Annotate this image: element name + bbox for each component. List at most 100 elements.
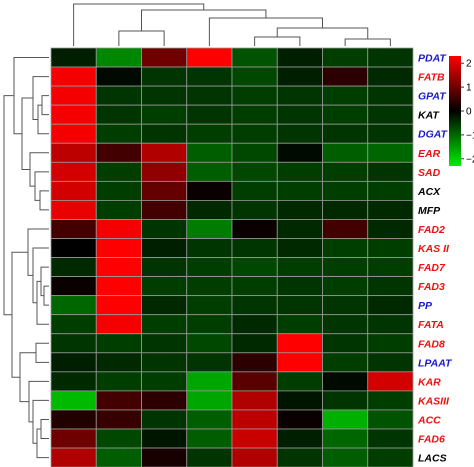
row-labels: PDAT FATB GPAT KAT DGAT EAR SAD ACX MFP FAD2 KAS I… [417, 53, 453, 465]
heatmap-cell [95, 238, 142, 258]
heatmap-cell [322, 123, 369, 144]
heatmap-cell [367, 276, 414, 297]
heatmap-cell [95, 352, 142, 373]
heatmap-cell [367, 390, 414, 411]
heatmap-cell [322, 428, 369, 449]
heatmap-cell [141, 352, 188, 373]
row-label: LPAAT [418, 357, 453, 369]
heatmap-cell [141, 428, 188, 449]
heatmap-cell [367, 314, 414, 335]
heatmap-cell [95, 161, 142, 182]
heatmap-cell [231, 447, 278, 467]
heatmap-cell [186, 390, 233, 411]
heatmap-cell [95, 295, 142, 316]
heatmap-cell [276, 352, 323, 373]
heatmap-cell [50, 390, 97, 411]
heatmap-cell [322, 352, 369, 373]
heatmap-cell [141, 142, 188, 163]
heatmap-cell [95, 142, 142, 163]
heatmap-cell [322, 219, 369, 239]
heatmap-cell [95, 371, 142, 392]
heatmap-cell [50, 352, 97, 373]
dendrogram-branch [254, 36, 301, 46]
heatmap-cell [276, 295, 323, 316]
heatmap-cell [276, 85, 323, 106]
dendrogram-branch [27, 228, 49, 276]
dendrogram-branch [36, 428, 49, 459]
heatmap-cell [276, 257, 323, 277]
heatmap-cell [50, 371, 97, 392]
heatmap-cell [95, 390, 142, 411]
heatmap-cell [186, 314, 233, 335]
heatmap-cell [367, 47, 414, 68]
dendrogram-branch [39, 190, 49, 211]
heatmap-cell [141, 409, 188, 430]
heatmap-cell [231, 85, 278, 106]
heatmap-cell [276, 447, 323, 467]
color-scale-ticks: 2 1 0 −1 −2 [461, 59, 474, 165]
dendrogram-branch [73, 3, 205, 46]
row-label: ACC [417, 414, 441, 426]
heatmap-cell [50, 314, 97, 335]
heatmap-cell [322, 161, 369, 182]
heatmap-cell [276, 371, 323, 392]
dendrogram-branch [344, 38, 391, 46]
dendrogram-branch [21, 97, 33, 170]
heatmap-cell [367, 180, 414, 201]
heatmap-cell [186, 219, 233, 239]
heatmap-cell [141, 180, 188, 201]
heatmap-cell [231, 428, 278, 449]
heatmap-cell [322, 104, 369, 125]
row-label: KAS II [418, 243, 450, 255]
heatmap-cell [95, 257, 142, 277]
heatmap-cell [231, 238, 278, 258]
heatmap-cell [186, 199, 233, 220]
row-label: PDAT [418, 53, 447, 65]
heatmap-cell [186, 257, 233, 277]
heatmap-cell [231, 161, 278, 182]
heatmap-cell [186, 447, 233, 467]
heatmap-cell [186, 104, 233, 125]
heatmap-cell [50, 142, 97, 163]
heatmap-cell [95, 276, 142, 297]
heatmap-cell [231, 314, 278, 335]
heatmap-cell [50, 276, 97, 297]
heatmap-cell [186, 161, 233, 182]
heatmap-cell [276, 104, 323, 125]
row-label: FATB [418, 72, 445, 84]
heatmap-cell [50, 428, 97, 449]
column-dendrogram [73, 3, 391, 46]
heatmap-cell [50, 199, 97, 220]
heatmap-cell [231, 142, 278, 163]
heatmap-cell [367, 123, 414, 144]
row-label: FAD3 [418, 281, 445, 293]
heatmap-cell [322, 371, 369, 392]
heatmap-cell [50, 295, 97, 316]
heatmap-cell [186, 142, 233, 163]
heatmap-cell [141, 238, 188, 258]
heatmap-cell [186, 295, 233, 316]
heatmap-cell [322, 85, 369, 106]
dendrogram-branch [28, 380, 49, 423]
dendrogram-branch [43, 285, 49, 306]
dendrogram-branch [34, 171, 49, 201]
heatmap-cell [231, 180, 278, 201]
heatmap-cell [141, 333, 188, 354]
row-label: EAR [418, 148, 441, 160]
heatmap-cell [231, 219, 278, 239]
heatmap-cell [322, 257, 369, 277]
heatmap-cell [231, 104, 278, 125]
heatmap-cell [231, 295, 278, 316]
dendrogram-branch [37, 104, 49, 135]
heatmap-cell [231, 66, 278, 87]
heatmap-cell [322, 180, 369, 201]
row-label: LACS [418, 453, 447, 465]
color-scale-bar [449, 56, 461, 166]
heatmap-cell [276, 142, 323, 163]
heatmap-cell [95, 409, 142, 430]
heatmap-cell [367, 104, 414, 125]
heatmap-cell [95, 104, 142, 125]
heatmap-cell [322, 238, 369, 258]
heatmap-cell [141, 219, 188, 239]
heatmap-cell [186, 238, 233, 258]
